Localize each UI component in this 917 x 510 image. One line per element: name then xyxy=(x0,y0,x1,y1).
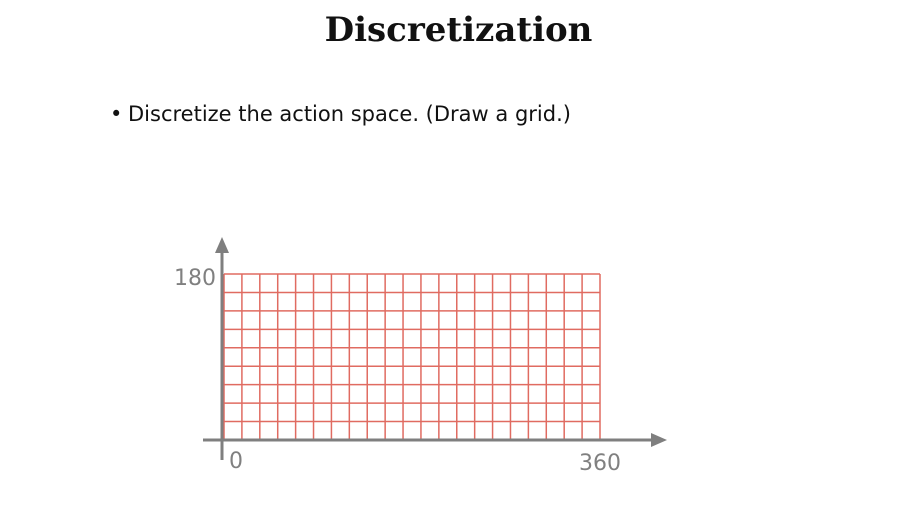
y-axis-arrow-icon xyxy=(215,237,229,253)
bullet-dot-icon: • xyxy=(110,102,123,126)
slide-title: Discretization xyxy=(324,10,593,50)
x-max-label: 360 xyxy=(579,451,621,476)
bullet-item: • Discretize the action space. (Draw a g… xyxy=(108,102,571,126)
bullet-list: • Discretize the action space. (Draw a g… xyxy=(108,102,571,126)
x-axis-arrow-icon xyxy=(651,433,667,447)
bullet-text: Discretize the action space. (Draw a gri… xyxy=(128,102,571,126)
discretization-grid xyxy=(223,273,601,441)
y-max-label: 180 xyxy=(174,266,216,291)
axes xyxy=(203,237,667,460)
x-origin-label: 0 xyxy=(229,449,243,474)
